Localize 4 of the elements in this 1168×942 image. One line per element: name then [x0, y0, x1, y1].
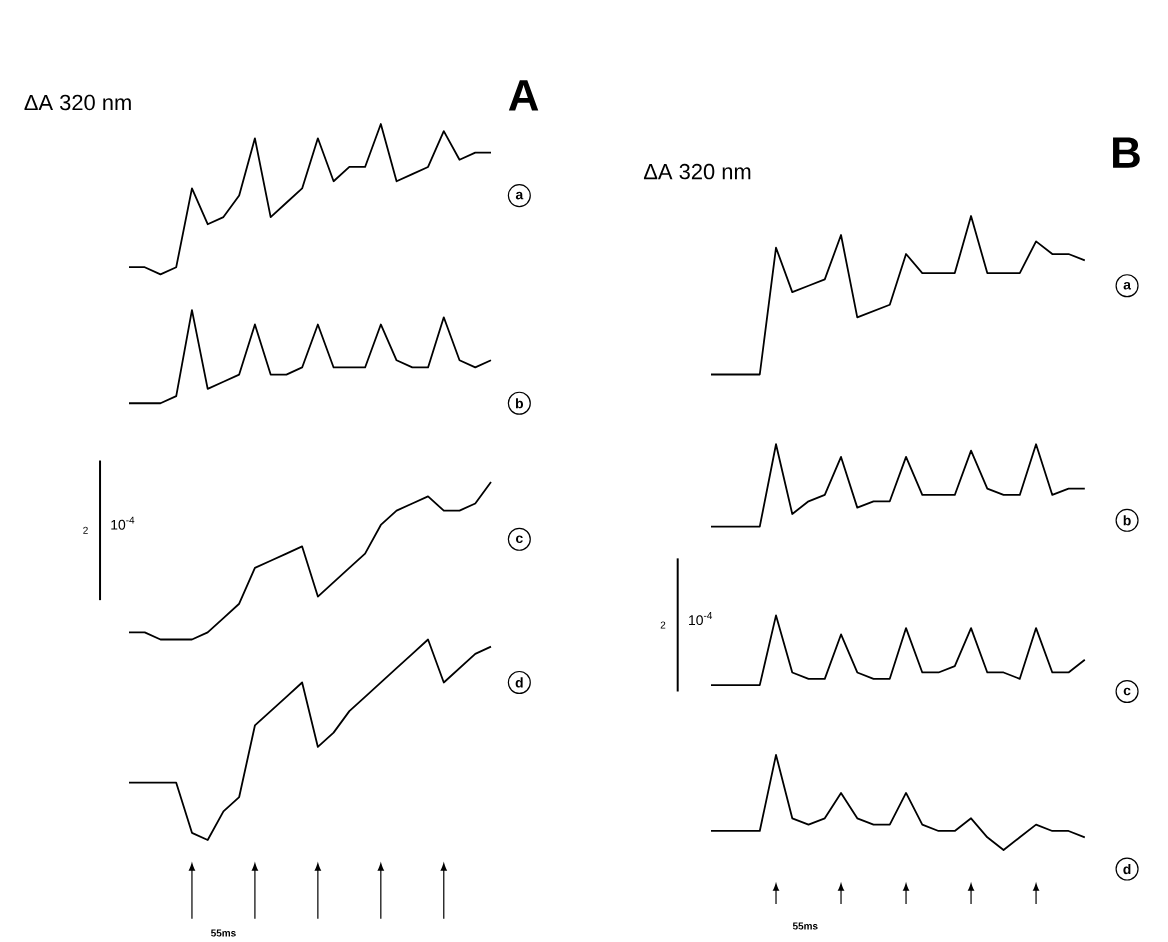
chart-title: B: [1113, 137, 1140, 168]
y-axis-title: ΔA 320 nm: [24, 94, 131, 111]
chart-title: A: [508, 80, 539, 111]
y-axis-title: ΔA 320 nm: [643, 163, 751, 180]
